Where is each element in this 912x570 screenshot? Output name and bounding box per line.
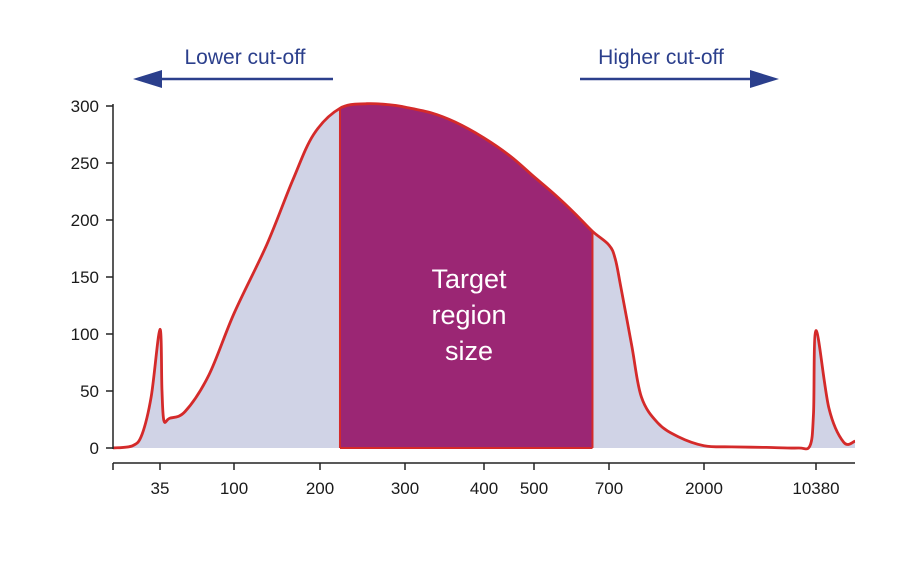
- x-tick-label: 200: [306, 479, 334, 498]
- y-tick-label: 300: [71, 97, 99, 116]
- lower-cutoff-arrowhead: [133, 70, 162, 88]
- target-label-line-1: Target: [431, 264, 507, 294]
- lower-cutoff-annotation: Lower cut-off: [133, 46, 333, 88]
- x-tick-label: 35: [151, 479, 170, 498]
- x-tick-label: 700: [595, 479, 623, 498]
- target-label-line-2: region: [431, 300, 506, 330]
- higher-cutoff-annotation: Higher cut-off: [580, 46, 779, 88]
- y-axis-ticks: 0 50 100 150 200 250 300: [71, 97, 113, 458]
- target-region-label: Target region size: [431, 264, 507, 366]
- y-tick-label: 250: [71, 154, 99, 173]
- target-label-line-3: size: [445, 336, 493, 366]
- x-tick-label: 10380: [792, 479, 839, 498]
- x-axis-ticks: 35 100 200 300 400 500 700 2000 10380: [151, 463, 840, 498]
- y-tick-label: 0: [90, 439, 99, 458]
- distribution-line: [112, 102, 856, 451]
- higher-cutoff-arrowhead: [750, 70, 779, 88]
- higher-cutoff-label: Higher cut-off: [598, 46, 724, 69]
- distribution-curve: [112, 102, 856, 451]
- lower-cutoff-label: Lower cut-off: [184, 46, 305, 69]
- x-tick-label: 400: [470, 479, 498, 498]
- y-tick-label: 100: [71, 325, 99, 344]
- x-tick-label: 2000: [685, 479, 723, 498]
- x-tick-label: 100: [220, 479, 248, 498]
- target-region: [338, 103, 594, 449]
- x-tick-label: 500: [520, 479, 548, 498]
- y-tick-label: 50: [80, 382, 99, 401]
- y-tick-label: 150: [71, 268, 99, 287]
- y-tick-label: 200: [71, 211, 99, 230]
- target-region-fill: [339, 103, 593, 448]
- x-tick-label: 300: [391, 479, 419, 498]
